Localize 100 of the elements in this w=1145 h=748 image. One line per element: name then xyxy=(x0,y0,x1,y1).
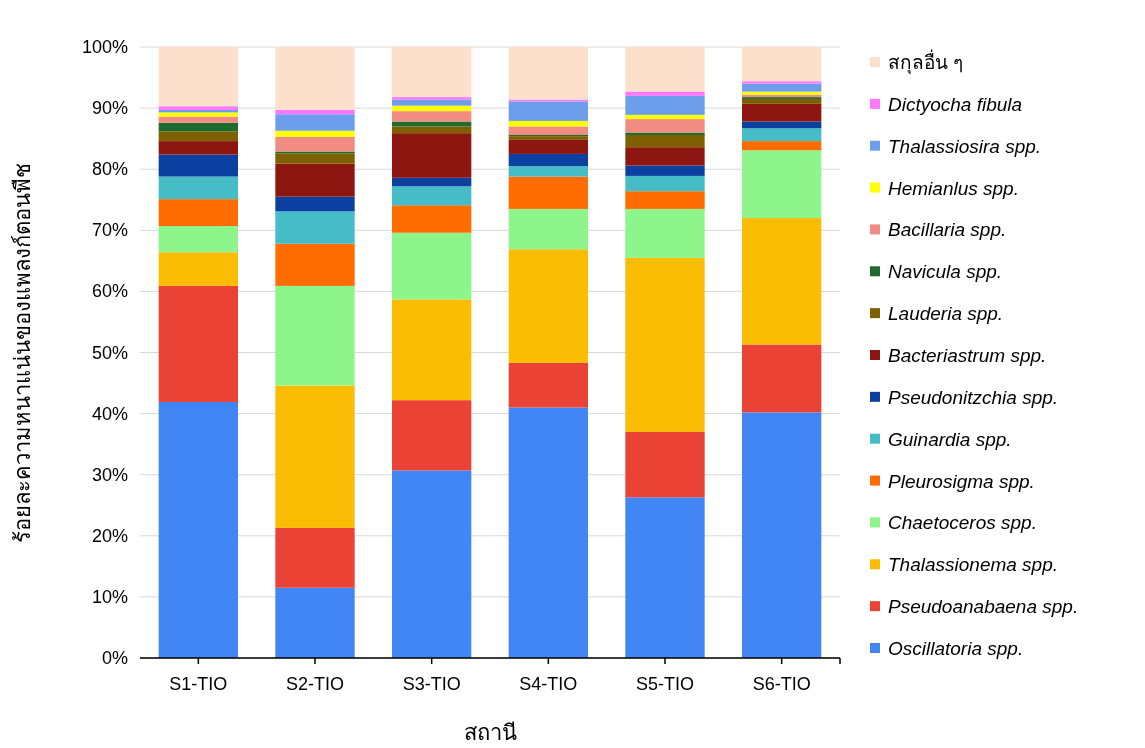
bar xyxy=(275,109,355,115)
y-tick-label: 20% xyxy=(91,525,128,546)
legend-label: Thalassionema spp. xyxy=(888,554,1059,576)
bar xyxy=(508,153,588,167)
legend-label: Thalassiosira spp. xyxy=(888,135,1042,157)
y-tick-label: 0% xyxy=(101,648,128,668)
legend-label: Dictyocha fibula xyxy=(888,93,1023,115)
bar xyxy=(508,362,588,408)
bar xyxy=(158,122,238,132)
bar xyxy=(625,431,705,498)
legend-label: Pleurosigma spp. xyxy=(888,470,1035,492)
y-tick-label: 80% xyxy=(91,159,128,180)
y-tick-label: 70% xyxy=(91,220,128,241)
bar xyxy=(275,211,355,244)
bar xyxy=(158,176,238,200)
bar xyxy=(158,199,238,227)
bar xyxy=(158,47,238,107)
bar xyxy=(742,98,822,104)
bar xyxy=(625,114,705,120)
legend-label: สกุลอื่น ๆ xyxy=(888,49,964,75)
bar xyxy=(625,147,705,166)
x-tick-label: S2-TIO xyxy=(285,674,345,694)
bar xyxy=(275,587,355,658)
x-axis-title: สถานี xyxy=(463,720,517,745)
bar xyxy=(508,139,588,154)
bar xyxy=(625,497,705,658)
legend-label: Hemianlus spp. xyxy=(888,177,1019,199)
x-tick-label: S6-TIO xyxy=(752,674,811,694)
bar xyxy=(392,99,472,106)
bar xyxy=(742,103,822,122)
bar xyxy=(508,47,588,100)
legend-label: Oscillatoria spp. xyxy=(888,638,1024,659)
bar xyxy=(158,252,238,286)
legend-label: Bacillaria spp. xyxy=(888,219,1007,241)
bar xyxy=(158,131,238,142)
bar xyxy=(275,196,355,212)
bar xyxy=(742,344,822,413)
bar xyxy=(625,47,705,92)
bar xyxy=(158,116,238,123)
bar xyxy=(392,470,472,658)
bar xyxy=(158,141,238,155)
y-axis-title: ร้อยละความหนาแน่นของแพลงก์ตอนพืช xyxy=(10,162,35,543)
bar xyxy=(508,120,588,127)
bar xyxy=(742,412,822,658)
bar xyxy=(275,527,355,588)
y-tick-label: 100% xyxy=(81,37,128,57)
bar xyxy=(625,175,705,192)
legend-label: Bacteriastrum spp. xyxy=(888,345,1047,366)
bar xyxy=(508,176,588,209)
bar xyxy=(392,400,472,471)
bar xyxy=(392,232,472,300)
bar xyxy=(742,81,822,84)
bar xyxy=(742,141,822,151)
legend-label: Navicula spp. xyxy=(888,261,1003,283)
bar xyxy=(508,166,588,177)
bar xyxy=(392,105,472,112)
bar xyxy=(275,385,355,528)
bar xyxy=(625,257,705,432)
bar xyxy=(392,186,472,206)
legend-label: Chaetoceros spp. xyxy=(888,512,1037,534)
bar xyxy=(392,126,472,134)
x-tick-label: S4-TIO xyxy=(519,674,578,694)
bar xyxy=(275,47,355,110)
bar xyxy=(392,205,472,233)
legend-label: Pseudoanabaena spp. xyxy=(888,596,1079,618)
x-tick-label: S3-TIO xyxy=(402,674,461,694)
bar xyxy=(392,133,472,178)
legend-label: Lauderia spp. xyxy=(888,303,1004,325)
bar xyxy=(158,226,238,253)
bar xyxy=(625,95,705,115)
y-tick-label: 60% xyxy=(91,281,128,302)
bar xyxy=(158,401,238,658)
bar xyxy=(158,285,238,402)
bar xyxy=(275,136,355,152)
bar xyxy=(625,134,705,148)
bar xyxy=(392,97,472,100)
bar xyxy=(508,208,588,250)
bar xyxy=(158,154,238,177)
y-tick-label: 10% xyxy=(91,586,128,607)
x-tick-label: S1-TIO xyxy=(169,674,228,694)
bar xyxy=(508,126,588,135)
y-tick-label: 50% xyxy=(91,342,128,363)
bar xyxy=(158,112,238,117)
y-tick-label: 40% xyxy=(91,403,128,424)
x-tick-label: S5-TIO xyxy=(635,674,695,694)
bar xyxy=(625,91,705,96)
bar xyxy=(742,218,822,345)
legend-label: Guinardia spp. xyxy=(888,428,1012,450)
bar xyxy=(508,407,588,658)
bar xyxy=(275,163,355,197)
bar xyxy=(275,153,355,164)
y-tick-label: 30% xyxy=(91,464,128,485)
bar xyxy=(275,130,355,137)
bar xyxy=(625,165,705,176)
bar xyxy=(742,47,822,82)
bar xyxy=(625,191,705,209)
bar xyxy=(625,208,705,258)
bar xyxy=(508,101,588,121)
legend-label: Pseudonitzchia spp. xyxy=(888,386,1059,408)
bar xyxy=(275,243,355,286)
